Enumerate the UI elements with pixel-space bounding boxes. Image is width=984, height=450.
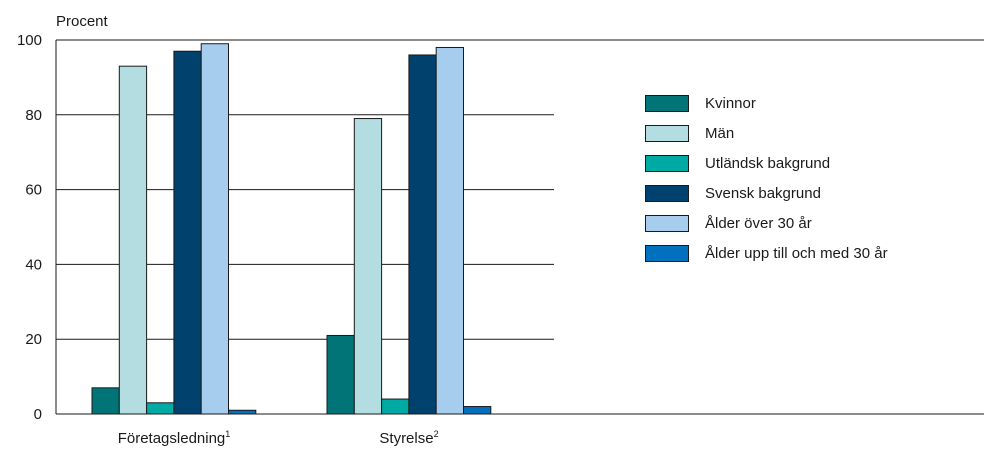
legend-label: Utländsk bakgrund <box>705 154 831 172</box>
bar-utländsk-bakgrund-1 <box>146 402 175 415</box>
y-axis-label: Procent <box>56 13 109 30</box>
bar-svensk-bakgrund-2 <box>408 54 437 415</box>
legend-item: Män <box>645 118 888 148</box>
category-label: Företagsledning1 <box>118 429 231 447</box>
legend-swatch <box>645 154 689 172</box>
bar-ålder-över-30-år-1 <box>200 43 229 415</box>
legend-item: Svensk bakgrund <box>645 178 888 208</box>
legend-item: Kvinnor <box>645 88 888 118</box>
category-label: Styrelse2 <box>379 429 438 447</box>
bars <box>91 43 492 415</box>
legend-item: Utländsk bakgrund <box>645 148 888 178</box>
bar-kvinnor-1 <box>91 387 120 415</box>
y-tick-label: 40 <box>25 256 42 273</box>
y-tick-label: 20 <box>25 331 42 348</box>
legend-swatch <box>645 244 689 262</box>
legend-item: Ålder upp till och med 30 år <box>645 238 888 268</box>
legend-swatch <box>645 214 689 232</box>
legend-swatch <box>645 94 689 112</box>
gridlines <box>55 39 984 415</box>
bar-ålder-upp-till-och-med-30-år-2 <box>463 406 492 415</box>
y-tick-label: 100 <box>17 32 42 49</box>
legend: Kvinnor Män Utländsk bakgrund Svensk bakgru… <box>645 88 888 268</box>
footnote-marker: 2 <box>434 429 439 439</box>
bar-ålder-över-30-år-2 <box>435 46 465 415</box>
y-tick-label: 60 <box>25 182 42 199</box>
legend-swatch <box>645 124 689 142</box>
legend-label: Kvinnor <box>705 94 756 112</box>
legend-label: Ålder över 30 år <box>705 214 812 232</box>
bar-ålder-upp-till-och-med-30-år-1 <box>228 409 257 415</box>
footnote-marker: 1 <box>225 429 230 439</box>
y-tick-labels: 0 20 40 60 80 100 <box>17 32 42 423</box>
bar-svensk-bakgrund-1 <box>173 50 202 415</box>
legend-label: Svensk bakgrund <box>705 184 821 202</box>
legend-item: Ålder över 30 år <box>645 208 888 238</box>
y-tick-label: 80 <box>25 107 42 124</box>
bar-män-2 <box>353 118 383 415</box>
y-tick-label: 0 <box>34 406 42 423</box>
bar-kvinnor-2 <box>326 334 355 415</box>
category-labels: Företagsledning1 Styrelse2 <box>118 429 439 447</box>
bar-män-1 <box>118 65 148 415</box>
legend-label: Män <box>705 124 735 142</box>
legend-swatch <box>645 184 689 202</box>
bar-utländsk-bakgrund-2 <box>381 398 410 415</box>
legend-label: Ålder upp till och med 30 år <box>705 244 888 262</box>
